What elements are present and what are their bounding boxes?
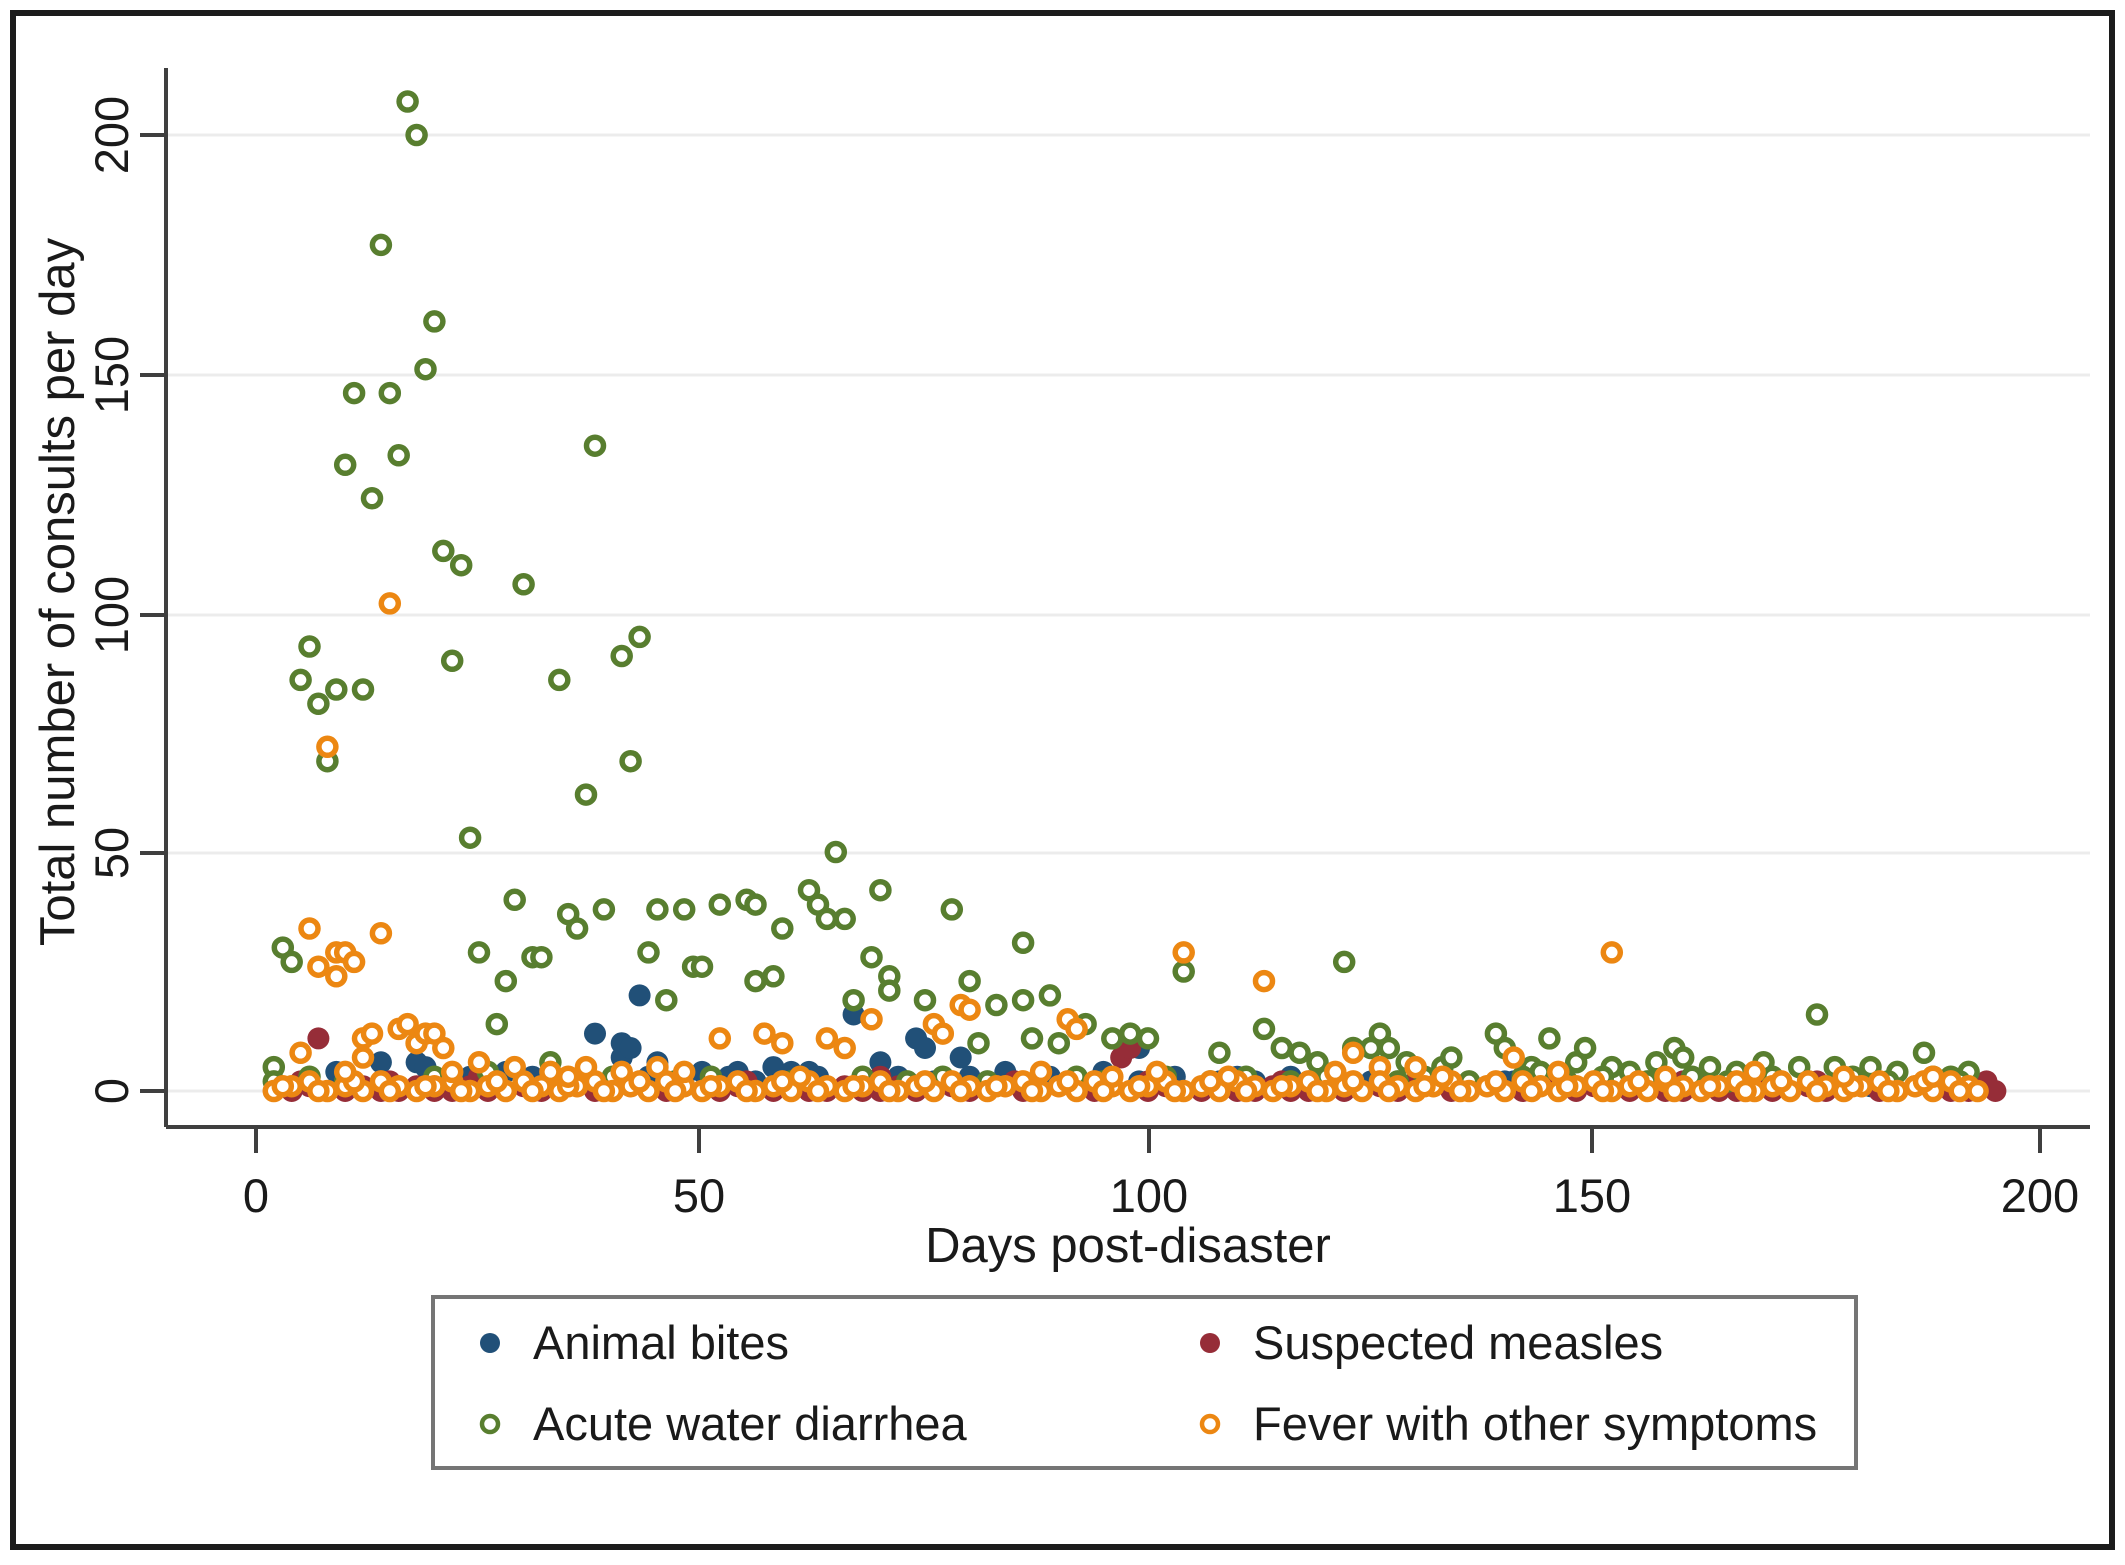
legend-item-fever-other-symptoms: Fever with other symptoms bbox=[1199, 1397, 1817, 1450]
x-tick-labels: 0 50 100 150 200 bbox=[243, 1169, 2079, 1222]
data-points-layer bbox=[262, 90, 2007, 1103]
legend-label-acute-water-diarrhea: Acute water diarrhea bbox=[533, 1397, 968, 1450]
fever-other-symptoms-marker-icon bbox=[1199, 1413, 1221, 1435]
series-fever-with-other-symptoms bbox=[262, 592, 1989, 1103]
x-axis-title: Days post-disaster bbox=[925, 1219, 1331, 1273]
legend-label-animal-bites: Animal bites bbox=[533, 1316, 789, 1369]
x-tick-200: 200 bbox=[2001, 1169, 2079, 1222]
legend-label-suspected-measles: Suspected measles bbox=[1253, 1316, 1663, 1369]
legend: Animal bites Acute water diarrhea Suspec… bbox=[431, 1295, 1858, 1470]
suspected-measles-marker-icon bbox=[1200, 1333, 1220, 1353]
x-tick-150: 150 bbox=[1553, 1169, 1631, 1222]
y-tick-50: 50 bbox=[85, 827, 138, 879]
x-tick-50: 50 bbox=[673, 1169, 725, 1222]
x-tick-100: 100 bbox=[1110, 1169, 1188, 1222]
y-tick-200: 200 bbox=[85, 96, 138, 174]
legend-label-fever-other-symptoms: Fever with other symptoms bbox=[1253, 1397, 1817, 1450]
y-axis-title: Total number of consults per day bbox=[31, 237, 85, 946]
legend-item-animal-bites: Animal bites bbox=[480, 1316, 789, 1369]
x-tick-0: 0 bbox=[243, 1169, 269, 1222]
y-tick-100: 100 bbox=[85, 576, 138, 654]
animal-bites-marker-icon bbox=[480, 1333, 500, 1353]
legend-item-acute-water-diarrhea: Acute water diarrhea bbox=[479, 1397, 968, 1450]
y-tick-0: 0 bbox=[85, 1078, 138, 1104]
legend-box bbox=[431, 1295, 1858, 1470]
acute-water-diarrhea-marker-icon bbox=[479, 1413, 501, 1435]
figure-border bbox=[10, 10, 2115, 1550]
legend-item-suspected-measles: Suspected measles bbox=[1200, 1316, 1663, 1369]
y-tick-150: 150 bbox=[85, 336, 138, 414]
y-tick-labels: 0 50 100 150 200 bbox=[85, 96, 138, 1104]
axes bbox=[140, 68, 2090, 1153]
